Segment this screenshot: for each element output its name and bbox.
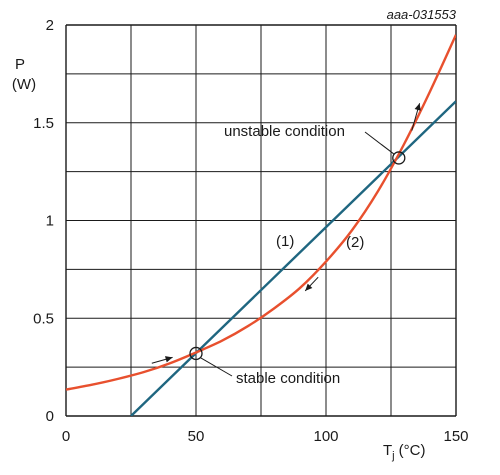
series-label-2: (2) (346, 234, 364, 251)
series-label-1: (1) (276, 233, 294, 250)
grid (65, 24, 457, 417)
unstable-leader-line (364, 131, 395, 155)
x-tick-label: 150 (443, 428, 468, 445)
x-axis-label-main: T (383, 442, 392, 459)
x-tick-label: 50 (188, 428, 205, 445)
series-line-1 (130, 100, 456, 416)
unstable-point-marker (392, 151, 406, 165)
direction-arrow-head (414, 103, 421, 111)
x-axis-label-unit: (°C) (399, 442, 426, 459)
stable-leader-line (199, 357, 233, 377)
series-layer (66, 34, 456, 416)
x-tick-label: 100 (313, 428, 338, 445)
y-tick-label: 2 (46, 17, 54, 34)
tick-labels: 0 50 100 150 0 0.5 1 1.5 2 (33, 17, 468, 445)
x-axis-label: Tj (°C) (383, 442, 425, 462)
x-axis-label-subscript: j (391, 450, 394, 462)
series-line-2 (66, 34, 456, 391)
figure-reference: aaa-031553 (387, 7, 457, 22)
x-tick-label: 0 (62, 428, 70, 445)
direction-arrow-head (305, 283, 313, 291)
y-axis-label-line1: P (15, 56, 25, 73)
stable-point-marker (189, 346, 203, 361)
y-tick-label: 1.5 (33, 115, 54, 132)
direction-arrow-head (164, 356, 173, 363)
y-tick-label: 0 (46, 408, 54, 425)
y-tick-label: 0.5 (33, 310, 54, 327)
y-tick-label: 1 (46, 213, 54, 230)
annotation-unstable: unstable condition (224, 123, 345, 140)
markers (151, 103, 421, 377)
annotation-stable: stable condition (236, 370, 340, 387)
y-axis-label-line2: (W) (12, 76, 36, 93)
